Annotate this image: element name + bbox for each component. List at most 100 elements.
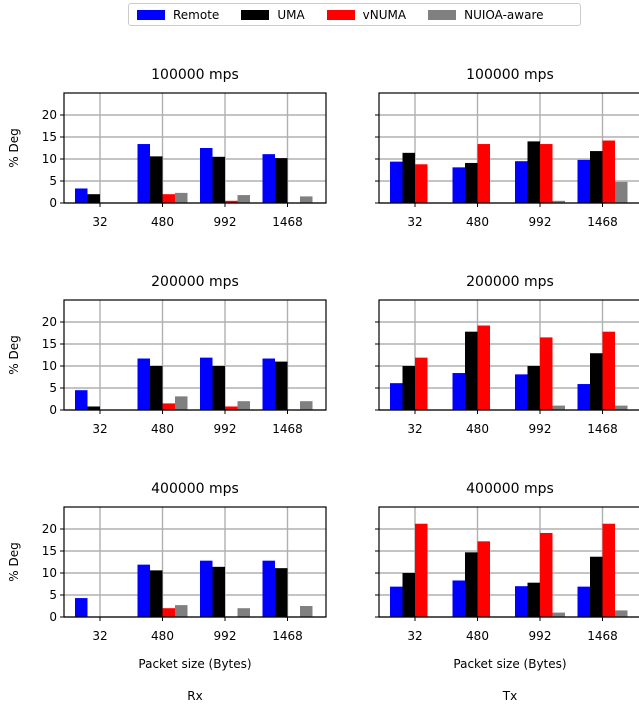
legend-swatch-remote — [137, 9, 165, 20]
panel1-bar-remote-992 — [200, 148, 213, 203]
panel2-xtick-label-480: 480 — [466, 215, 489, 229]
panel4-bar-nuioa-aware-992 — [552, 405, 565, 410]
panel3-ytick-label-4: 20 — [42, 315, 57, 329]
panel6-bar-vnuma-992 — [540, 532, 553, 617]
panel3-title: 200000 mps — [151, 274, 239, 290]
panel5-bar-remote-992 — [200, 560, 213, 617]
panel6-bar-remote-992 — [515, 586, 528, 617]
panel4-bar-vnuma-992 — [540, 337, 553, 410]
panel1-bar-nuioa-aware-480 — [175, 192, 188, 203]
panel2-bar-vnuma-1468 — [602, 140, 615, 203]
panel2-bar-vnuma-32 — [415, 164, 428, 203]
panel2-bar-remote-480 — [452, 167, 465, 203]
panel4-bar-remote-992 — [515, 374, 528, 410]
panel6-bar-vnuma-32 — [415, 523, 428, 617]
panel4-bar-remote-1468 — [577, 384, 590, 410]
legend-item-uma: UMA — [241, 7, 305, 22]
panel3-xtick-label-992: 992 — [214, 422, 237, 436]
legend-item-vnuma: vNUMA — [326, 8, 406, 22]
panel6-bar-nuioa-aware-992 — [552, 612, 565, 617]
panel1-title: 100000 mps — [151, 67, 239, 83]
legend-swatch-nuioa-aware — [428, 9, 457, 20]
panel3-ytick-label-2: 10 — [42, 359, 57, 373]
panel6-bar-uma-1468 — [590, 556, 603, 617]
panel4-xtick-label-992: 992 — [529, 422, 552, 436]
panel6-title: 400000 mps — [466, 481, 554, 497]
panel1-ytick-label-2: 10 — [42, 152, 57, 166]
panel1-xtick-label-992: 992 — [214, 215, 237, 229]
panel5-xtick-label-992: 992 — [214, 629, 237, 643]
panel3-bar-nuioa-aware-480 — [175, 396, 188, 410]
legend-label-remote: Remote — [173, 7, 220, 22]
panel5-bar-remote-480 — [137, 564, 150, 617]
panel2-bar-vnuma-480 — [477, 144, 490, 203]
panel3-bar-vnuma-480 — [162, 403, 175, 410]
panel2-bar-vnuma-992 — [540, 144, 553, 203]
panel3-xtick-label-480: 480 — [151, 422, 174, 436]
panel5-bar-remote-1468 — [262, 560, 275, 617]
panel3-xtick-label-1468: 1468 — [272, 422, 303, 436]
panel5-bar-nuioa-aware-992 — [237, 608, 250, 617]
panel3-bar-uma-32 — [87, 406, 100, 410]
panel4-bar-remote-32 — [390, 383, 403, 410]
legend-swatch-uma — [241, 9, 270, 20]
panel6-bar-remote-480 — [452, 580, 465, 617]
panel5-xtick-label-32: 32 — [92, 629, 107, 643]
panel1-ytick-label-3: 15 — [42, 130, 57, 144]
panel6-bar-remote-32 — [390, 586, 403, 617]
panel3-ytick-label-0: 0 — [49, 403, 57, 417]
panel1-ylabel: % Deg — [7, 128, 21, 167]
panel2-xtick-label-992: 992 — [529, 215, 552, 229]
legend-swatch-vnuma — [326, 9, 355, 20]
panel1-bar-uma-1468 — [275, 158, 288, 203]
panel2-bar-remote-1468 — [577, 159, 590, 203]
panel5-bar-vnuma-480 — [162, 608, 175, 617]
panel6-xtick-label-480: 480 — [466, 629, 489, 643]
panel4-bar-uma-480 — [465, 331, 478, 410]
panel2-title: 100000 mps — [466, 67, 554, 83]
panel3-ytick-label-3: 15 — [42, 337, 57, 351]
panel2-bar-uma-32 — [402, 152, 415, 203]
panel1-bar-vnuma-480 — [162, 194, 175, 203]
panel1-bar-remote-480 — [137, 144, 150, 203]
panel4-bar-vnuma-480 — [477, 325, 490, 410]
panel3-bar-remote-32 — [75, 390, 88, 410]
panel5-bar-nuioa-aware-480 — [175, 605, 188, 617]
panel4-bar-uma-992 — [527, 366, 540, 410]
panel2-bar-uma-992 — [527, 141, 540, 203]
panel3-bar-remote-480 — [137, 358, 150, 410]
column-caption-rx: Rx — [187, 689, 202, 703]
panel1-bar-nuioa-aware-992 — [237, 195, 250, 203]
panel6-bar-nuioa-aware-1468 — [615, 610, 628, 617]
panel2-xtick-label-32: 32 — [407, 215, 422, 229]
panel5-xtick-label-1468: 1468 — [272, 629, 303, 643]
legend-item-remote: Remote — [137, 8, 219, 22]
panel5-ytick-label-0: 0 — [49, 610, 57, 624]
panel4-bar-uma-32 — [402, 366, 415, 410]
panel2-bar-nuioa-aware-1468 — [615, 181, 628, 203]
panel4-xtick-label-32: 32 — [407, 422, 422, 436]
panel5-bar-uma-1468 — [275, 568, 288, 617]
panel4-bar-remote-480 — [452, 373, 465, 410]
panel5-title: 400000 mps — [151, 481, 239, 497]
panel5-bar-uma-480 — [150, 570, 163, 617]
legend-label-uma: UMA — [277, 7, 305, 22]
panel1-xtick-label-480: 480 — [151, 215, 174, 229]
panel1-bar-uma-32 — [87, 194, 100, 203]
panel4-bar-uma-1468 — [590, 353, 603, 410]
panel1-bar-nuioa-aware-1468 — [300, 196, 313, 203]
panel2-bar-uma-480 — [465, 162, 478, 203]
panel3-ytick-label-1: 5 — [49, 381, 57, 395]
panel2-bar-remote-32 — [390, 161, 403, 203]
panel1-xtick-label-32: 32 — [92, 215, 107, 229]
panel6-bar-vnuma-1468 — [602, 523, 615, 617]
panel6-bar-remote-1468 — [577, 586, 590, 617]
panel1-axes-frame — [63, 92, 327, 204]
panel4-bar-vnuma-1468 — [602, 331, 615, 410]
panel4-bar-nuioa-aware-1468 — [615, 405, 628, 410]
panel6-axes-frame — [378, 506, 639, 618]
panel4-xtick-label-480: 480 — [466, 422, 489, 436]
legend-item-nuioa-aware: NUIOA-aware — [428, 8, 544, 22]
panel3-bar-remote-992 — [200, 357, 213, 410]
column-caption-tx: Tx — [502, 689, 517, 703]
